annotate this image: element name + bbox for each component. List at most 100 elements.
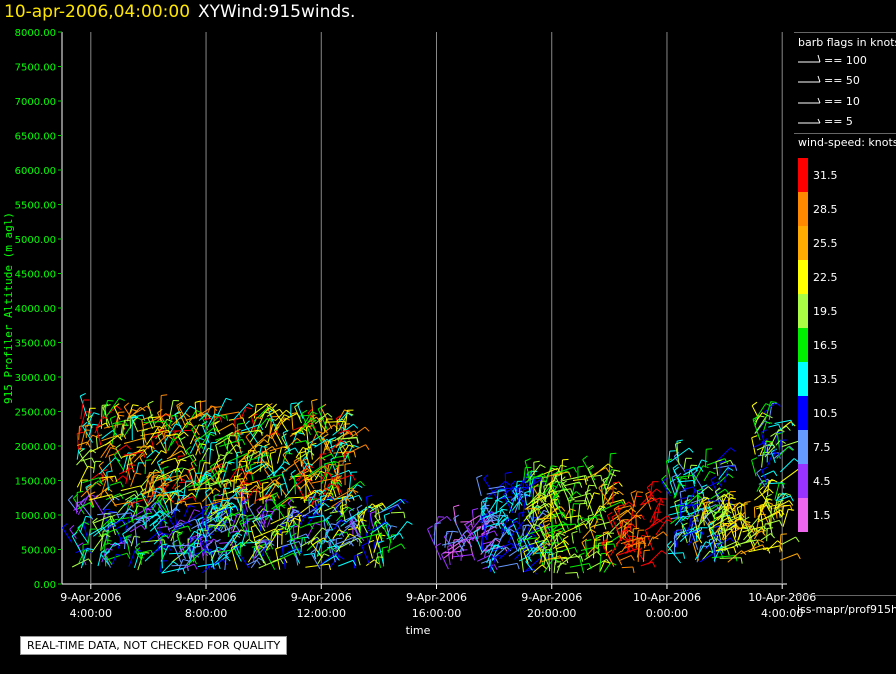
wind-barb bbox=[347, 494, 360, 500]
wind-barb bbox=[220, 525, 237, 533]
barb-flag bbox=[260, 540, 267, 543]
barb-flag bbox=[403, 498, 409, 504]
wind-barb bbox=[715, 540, 738, 552]
wind-barb bbox=[368, 522, 376, 546]
barb-flag bbox=[122, 433, 127, 440]
barb-flag bbox=[585, 489, 591, 493]
barb-flag bbox=[508, 500, 514, 506]
wind-barb bbox=[217, 471, 220, 482]
barb-flag bbox=[83, 521, 90, 525]
wind-barb bbox=[76, 448, 80, 460]
wind-barb bbox=[240, 488, 249, 513]
wind-barb bbox=[692, 473, 705, 491]
barb-flag bbox=[119, 493, 124, 500]
wind-barb bbox=[338, 429, 349, 434]
wind-barb bbox=[767, 480, 770, 496]
barb-flag bbox=[551, 499, 558, 501]
wind-barb bbox=[177, 559, 184, 573]
barb-flag bbox=[503, 515, 509, 519]
barb-flag bbox=[524, 490, 531, 494]
barb-flag bbox=[336, 414, 342, 419]
barb-flag bbox=[751, 539, 756, 546]
barb-flag bbox=[309, 450, 315, 456]
barb-flag bbox=[458, 538, 464, 543]
barb-flag bbox=[630, 555, 635, 561]
wind-barb bbox=[774, 483, 780, 500]
barb-flag bbox=[109, 510, 116, 513]
barb-flag bbox=[461, 549, 468, 551]
barb-flag bbox=[130, 497, 137, 500]
barb-flag bbox=[108, 453, 115, 457]
wind-barb bbox=[718, 467, 729, 480]
wind-barb bbox=[164, 432, 167, 453]
wind-barb bbox=[760, 533, 771, 541]
wind-barb bbox=[90, 480, 99, 489]
wind-barb bbox=[204, 503, 211, 515]
wind-barb bbox=[584, 551, 598, 561]
wind-barb bbox=[252, 547, 256, 559]
barb-flag bbox=[193, 509, 200, 512]
barb-flag bbox=[516, 543, 522, 549]
barb-flag bbox=[240, 513, 247, 517]
wind-barb bbox=[204, 492, 217, 512]
wind-barb bbox=[141, 539, 164, 543]
wind-barb bbox=[774, 419, 791, 424]
wind-barb bbox=[264, 445, 270, 464]
wind-barb bbox=[679, 503, 694, 508]
wind-barb bbox=[526, 473, 534, 489]
wind-barb bbox=[727, 515, 741, 523]
wind-barb bbox=[553, 498, 559, 509]
wind-barb bbox=[617, 506, 622, 527]
wind-barb bbox=[775, 493, 786, 511]
colorbar-swatch bbox=[798, 362, 808, 396]
barb-sample-flag bbox=[817, 75, 821, 83]
barb-flag bbox=[568, 498, 575, 502]
wind-barb bbox=[524, 473, 544, 483]
barb-flag bbox=[176, 532, 183, 537]
barb-legend-label: == 50 bbox=[824, 74, 860, 87]
barb-flag bbox=[724, 493, 730, 499]
barb-flag bbox=[315, 498, 322, 502]
wind-barb bbox=[205, 500, 221, 507]
wind-barb bbox=[113, 490, 136, 499]
wind-barb bbox=[249, 430, 259, 443]
wind-barb bbox=[766, 519, 780, 525]
wind-barb bbox=[661, 481, 671, 497]
barb-flag bbox=[349, 533, 356, 538]
barb-flag bbox=[337, 545, 341, 552]
barb-flag bbox=[189, 405, 196, 410]
wind-barb bbox=[281, 422, 289, 432]
colorbar-label: 28.5 bbox=[813, 203, 838, 216]
barb-flag bbox=[666, 540, 672, 546]
barb-flag bbox=[305, 440, 309, 447]
barb-flag bbox=[279, 558, 284, 565]
wind-barb bbox=[316, 540, 323, 557]
wind-barb bbox=[780, 467, 800, 483]
barb-flag bbox=[751, 401, 758, 407]
barb-flag bbox=[470, 521, 473, 528]
wind-barb bbox=[105, 493, 121, 501]
barb-flag bbox=[730, 447, 736, 452]
barb-flag bbox=[701, 484, 708, 488]
barb-flag bbox=[187, 521, 192, 527]
barb-flag bbox=[195, 517, 202, 521]
barb-flag bbox=[119, 397, 125, 402]
wind-barb bbox=[163, 488, 174, 503]
wind-barb bbox=[215, 500, 223, 523]
barb-flag bbox=[159, 510, 165, 515]
barb-flag bbox=[676, 439, 683, 442]
barb-flag bbox=[682, 552, 686, 559]
wind-barb bbox=[525, 517, 540, 537]
barb-flag bbox=[172, 430, 178, 435]
wind-barb bbox=[484, 498, 487, 512]
wind-barb bbox=[440, 554, 449, 570]
wind-barb bbox=[560, 459, 563, 480]
wind-barb bbox=[632, 491, 638, 509]
barb-flag bbox=[263, 439, 270, 444]
wind-barb bbox=[124, 515, 131, 532]
barb-flag bbox=[118, 414, 125, 417]
x-tick-time: 20:00:00 bbox=[527, 607, 576, 620]
barb-flag bbox=[192, 454, 197, 461]
barb-flag bbox=[82, 421, 88, 427]
wind-barb bbox=[319, 435, 329, 451]
